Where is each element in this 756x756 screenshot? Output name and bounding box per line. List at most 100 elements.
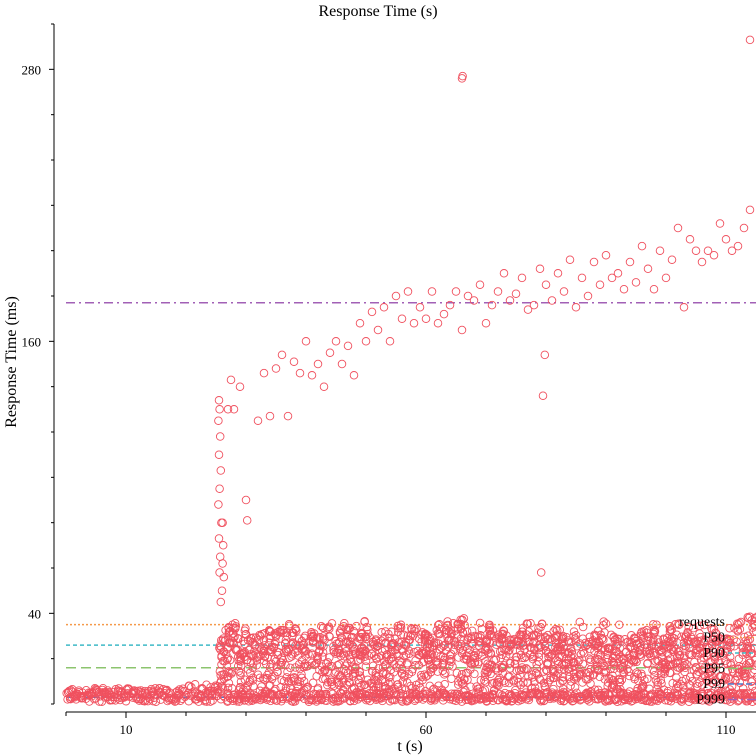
request-point bbox=[324, 662, 333, 671]
request-point bbox=[603, 657, 612, 667]
request-point bbox=[583, 675, 592, 684]
request-point bbox=[360, 680, 370, 689]
request-point bbox=[444, 627, 454, 636]
request-point bbox=[361, 656, 371, 666]
request-point bbox=[463, 291, 473, 301]
request-point bbox=[551, 631, 561, 641]
request-point bbox=[384, 679, 393, 688]
request-point bbox=[271, 364, 281, 373]
request-point bbox=[379, 303, 389, 312]
request-point bbox=[407, 625, 417, 634]
request-point bbox=[360, 652, 369, 661]
request-point bbox=[362, 622, 372, 632]
request-point bbox=[653, 656, 662, 665]
request-point bbox=[439, 641, 448, 651]
request-point bbox=[281, 686, 290, 696]
request-point bbox=[636, 642, 646, 651]
request-point bbox=[339, 649, 349, 658]
request-point bbox=[682, 659, 691, 669]
request-point bbox=[600, 675, 610, 684]
request-point bbox=[612, 646, 621, 656]
request-point bbox=[71, 695, 81, 704]
request-point bbox=[707, 663, 716, 672]
request-point bbox=[467, 632, 476, 641]
request-point bbox=[329, 647, 339, 657]
request-point bbox=[236, 661, 246, 671]
request-point bbox=[725, 635, 734, 644]
request-point bbox=[233, 634, 243, 643]
request-point bbox=[299, 644, 308, 653]
request-point bbox=[348, 662, 357, 672]
request-point bbox=[220, 693, 230, 702]
x-axis-label: t (s) bbox=[397, 738, 422, 755]
request-point bbox=[371, 636, 381, 646]
request-point bbox=[661, 273, 671, 283]
request-point bbox=[516, 665, 526, 675]
request-point bbox=[618, 665, 628, 674]
request-point bbox=[411, 685, 420, 694]
request-point bbox=[744, 613, 753, 623]
request-point bbox=[246, 633, 256, 643]
request-point bbox=[230, 618, 240, 628]
request-point bbox=[695, 621, 705, 631]
request-point bbox=[601, 619, 611, 628]
request-point bbox=[463, 668, 472, 678]
request-point bbox=[615, 674, 624, 683]
request-point bbox=[673, 223, 683, 233]
request-point bbox=[737, 666, 747, 676]
request-point bbox=[408, 664, 417, 674]
request-point bbox=[681, 663, 690, 673]
request-point bbox=[341, 666, 351, 676]
request-point bbox=[288, 639, 298, 649]
request-point bbox=[585, 697, 594, 706]
request-point bbox=[693, 679, 702, 688]
request-point bbox=[373, 325, 383, 335]
request-point bbox=[319, 642, 328, 651]
request-point bbox=[505, 659, 515, 668]
request-point bbox=[689, 623, 698, 633]
request-point bbox=[652, 620, 661, 629]
request-point bbox=[558, 631, 568, 641]
request-point bbox=[480, 672, 490, 682]
y-tick-label: 280 bbox=[22, 62, 42, 77]
request-point bbox=[175, 685, 184, 694]
request-point bbox=[655, 246, 665, 255]
request-point bbox=[190, 680, 200, 689]
request-point bbox=[386, 691, 395, 700]
request-point bbox=[614, 675, 624, 685]
request-point bbox=[746, 689, 755, 698]
request-point bbox=[367, 649, 376, 658]
request-point bbox=[230, 624, 240, 633]
request-point bbox=[312, 671, 321, 681]
request-point bbox=[313, 359, 323, 369]
request-point bbox=[702, 648, 712, 658]
request-point bbox=[216, 636, 226, 645]
request-point bbox=[226, 375, 236, 385]
legend-label-p999: P999 bbox=[696, 693, 725, 708]
request-point bbox=[385, 337, 395, 346]
request-point bbox=[440, 670, 449, 679]
request-point bbox=[660, 660, 669, 670]
request-point bbox=[721, 235, 731, 244]
request-point bbox=[738, 650, 747, 660]
request-point bbox=[148, 696, 158, 706]
request-point bbox=[457, 649, 467, 658]
request-point bbox=[236, 668, 245, 677]
legend-label-p95: P95 bbox=[703, 662, 725, 677]
request-point bbox=[539, 678, 549, 688]
request-point bbox=[419, 689, 428, 698]
request-point bbox=[444, 642, 453, 652]
request-point bbox=[323, 624, 332, 633]
request-point bbox=[320, 696, 330, 705]
request-point bbox=[701, 672, 710, 681]
request-point bbox=[480, 645, 490, 655]
request-point bbox=[505, 296, 515, 305]
request-point bbox=[527, 683, 537, 693]
request-point bbox=[648, 665, 657, 675]
request-point bbox=[519, 678, 528, 687]
request-point bbox=[425, 643, 435, 653]
request-point bbox=[405, 694, 414, 703]
request-point bbox=[536, 568, 546, 577]
request-point bbox=[336, 633, 346, 642]
request-point bbox=[341, 637, 350, 647]
